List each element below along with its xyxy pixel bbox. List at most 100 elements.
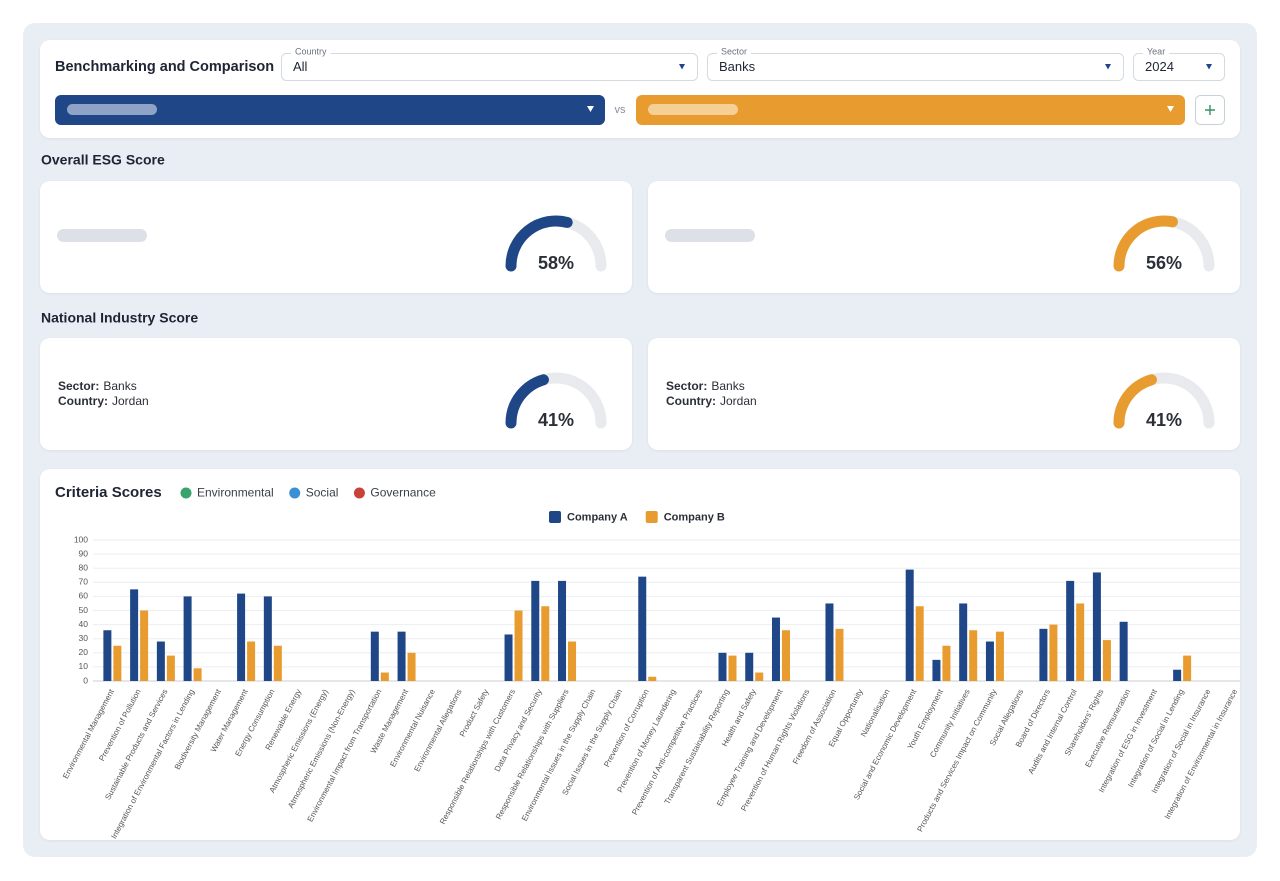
criteria-legend-label: Social xyxy=(306,486,339,500)
gauge-arc xyxy=(505,215,573,272)
bar xyxy=(755,672,764,681)
bar xyxy=(835,628,844,681)
bar xyxy=(504,634,513,681)
bar xyxy=(130,589,139,681)
bar xyxy=(1076,603,1085,681)
legend-swatch xyxy=(549,511,561,523)
sector-value: Banks xyxy=(103,379,136,393)
bar xyxy=(932,659,941,681)
sector-key: Sector: xyxy=(58,379,99,393)
filter-value: Banks xyxy=(719,59,756,74)
bar xyxy=(985,641,994,681)
bar xyxy=(237,593,246,681)
vs-label: vs xyxy=(615,104,627,116)
bar xyxy=(370,631,379,681)
filter-value: 2024 xyxy=(1145,59,1174,74)
score-card xyxy=(648,181,1240,293)
bar xyxy=(397,631,406,681)
bar xyxy=(1066,580,1075,681)
dropdown-arrow xyxy=(1167,106,1174,112)
dropdown-arrow xyxy=(679,64,685,70)
filter-label: Sector xyxy=(721,46,747,56)
criteria-legend-dot xyxy=(180,487,192,499)
country-value: Jordan xyxy=(112,394,149,408)
bar xyxy=(103,630,112,681)
bar xyxy=(193,668,202,681)
bar xyxy=(942,645,951,681)
sector-key: Sector: xyxy=(666,379,707,393)
gauge-arc xyxy=(1113,374,1157,429)
dropdown-arrow xyxy=(1206,64,1212,70)
bar xyxy=(915,606,924,681)
bar xyxy=(959,603,968,681)
country-key: Country: xyxy=(58,394,108,408)
bar xyxy=(781,630,790,681)
filter-select[interactable] xyxy=(707,53,1124,81)
bar xyxy=(113,645,122,681)
country-info: Country: Jordan xyxy=(666,394,757,408)
bar xyxy=(247,641,256,681)
bar xyxy=(166,655,175,681)
criteria-legend-label: Environmental xyxy=(197,486,274,500)
bar xyxy=(1102,640,1111,681)
label-bg xyxy=(1143,48,1170,57)
gauge-label: 41% xyxy=(538,410,574,430)
bar xyxy=(263,596,272,681)
dropdown-arrow xyxy=(587,106,594,112)
score-card xyxy=(40,338,632,450)
bar xyxy=(380,672,389,681)
gauge-label: 58% xyxy=(538,253,574,273)
filter-label: Country xyxy=(295,46,327,56)
bar xyxy=(541,606,550,681)
gauge-arc xyxy=(505,374,549,429)
bar xyxy=(531,580,540,681)
bar xyxy=(140,610,149,681)
y-tick-label: 30 xyxy=(79,633,89,643)
criteria-legend-label: Governance xyxy=(370,486,436,500)
bar xyxy=(1049,624,1058,681)
company-b-select[interactable] xyxy=(636,95,1185,125)
gauge-arc xyxy=(1113,215,1178,272)
redacted-name xyxy=(665,229,755,242)
bar xyxy=(558,580,567,681)
bar xyxy=(771,617,780,681)
section-title: National Industry Score xyxy=(41,310,198,326)
bar xyxy=(995,631,1004,681)
score-card xyxy=(648,338,1240,450)
bar xyxy=(1183,655,1192,681)
bar xyxy=(718,652,727,681)
y-tick-label: 40 xyxy=(79,619,89,629)
label-bg xyxy=(291,48,331,57)
chart-title: Criteria Scores xyxy=(55,484,162,501)
bar xyxy=(273,645,282,681)
bar xyxy=(648,676,657,681)
filter-value: All xyxy=(293,59,308,74)
y-tick-label: 10 xyxy=(79,661,89,671)
legend-swatch xyxy=(645,511,658,523)
y-tick-label: 80 xyxy=(79,562,89,572)
bar xyxy=(745,652,754,681)
filters: Country All Sector Banks Year 2024 xyxy=(281,46,1225,81)
legend-label: Company A xyxy=(567,511,628,523)
bar xyxy=(568,641,577,681)
gauge-label: 56% xyxy=(1146,253,1182,273)
redacted-name xyxy=(67,104,157,115)
y-tick-label: 50 xyxy=(79,605,89,615)
company-a-select[interactable] xyxy=(55,95,605,125)
page-title: Benchmarking and Comparison xyxy=(55,59,274,75)
dropdown-arrow xyxy=(1105,64,1111,70)
redacted-name xyxy=(57,229,147,242)
criteria-legend-dot xyxy=(353,487,365,499)
bar xyxy=(1039,628,1048,681)
sector-info: Sector: Banks xyxy=(666,379,745,393)
bar xyxy=(514,610,523,681)
y-tick-label: 100 xyxy=(74,534,88,544)
plus-icon xyxy=(1205,105,1215,115)
sector-info: Sector: Banks xyxy=(58,379,137,393)
filter-select[interactable] xyxy=(281,53,698,81)
y-tick-label: 20 xyxy=(79,647,89,657)
y-tick-label: 70 xyxy=(79,577,89,587)
filter-select[interactable] xyxy=(1133,53,1225,81)
section-title: Overall ESG Score xyxy=(41,152,165,168)
country-value: Jordan xyxy=(720,394,757,408)
